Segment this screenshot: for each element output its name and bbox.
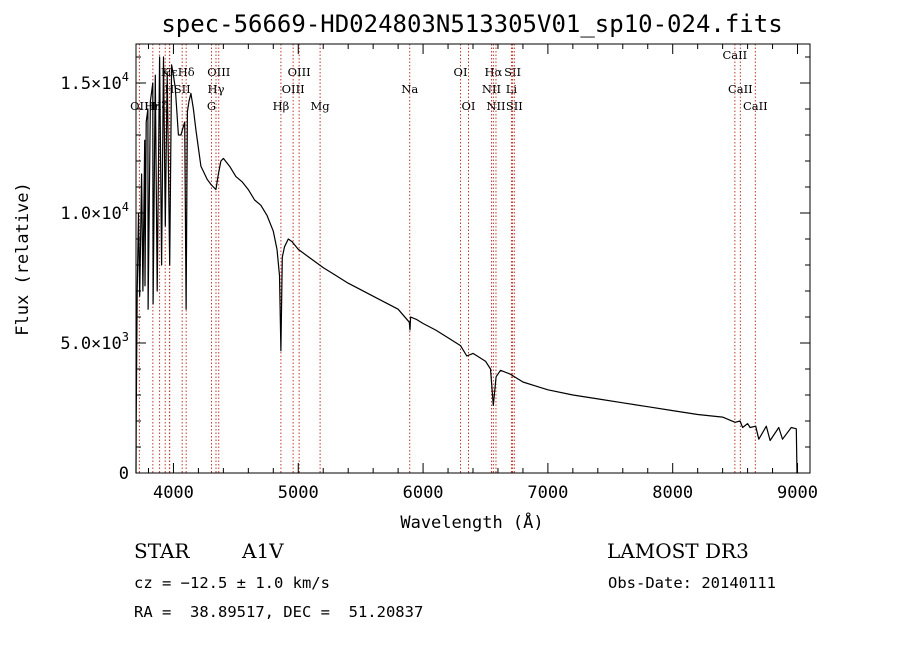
line-label-10: G xyxy=(207,99,216,113)
line-label-3: Hδ xyxy=(178,65,195,79)
x-tick-label-1: 5000 xyxy=(278,483,319,503)
line-label-19: NII xyxy=(482,82,501,96)
object-class: STAR xyxy=(134,539,190,563)
chart-title: spec-56669-HD024803N513305V01_sp10-024.f… xyxy=(161,10,782,38)
y-tick-label-1: 5.0×103 xyxy=(60,330,129,354)
line-label-18: Hα xyxy=(484,65,502,79)
line-label-25: CaII xyxy=(722,48,747,62)
line-label-2: K xyxy=(161,65,170,79)
line-label-11: OIII xyxy=(288,65,311,79)
line-label-15: Na xyxy=(401,82,418,96)
line-label-14: Mg xyxy=(311,99,331,113)
y-axis-label: Flux (relative) xyxy=(13,182,33,336)
y-axis: 0 5.0×103 1.0×104 1.5×104 xyxy=(60,56,810,484)
line-label-12: OIII xyxy=(282,82,305,96)
line-label-24: CaII xyxy=(728,82,753,96)
x-tick-label-0: 4000 xyxy=(153,483,194,503)
x-tick-label-2: 6000 xyxy=(403,483,444,503)
line-label-16: OI xyxy=(454,65,468,79)
line-label-17: OI xyxy=(462,99,476,113)
x-tick-label-3: 7000 xyxy=(527,483,568,503)
line-label-21: SII xyxy=(504,65,521,79)
line-label-4: OII xyxy=(130,99,149,113)
x-axis-label: Wavelength (Å) xyxy=(400,511,543,533)
line-label-13: Hβ xyxy=(273,99,290,113)
line-label-8: OIII xyxy=(207,65,230,79)
flux-series-line xyxy=(135,56,798,474)
object-subclass: A1V xyxy=(242,539,284,563)
line-label-23: SII xyxy=(506,99,523,113)
redshift-cz: cz = −12.5 ± 1.0 km/s xyxy=(134,574,330,592)
line-label-9: Hγ xyxy=(208,82,225,96)
line-label-7: SII xyxy=(174,82,191,96)
x-tick-label-4: 8000 xyxy=(652,483,693,503)
line-label-22: Li xyxy=(506,82,518,96)
y-tick-label-2: 1.0×104 xyxy=(60,200,129,224)
survey-name: LAMOST DR3 xyxy=(607,539,749,563)
x-axis: 4000 5000 6000 7000 8000 9000 xyxy=(147,44,818,503)
line-label-26: CaII xyxy=(743,99,768,113)
line-label-1: H xyxy=(164,82,174,96)
x-tick-label-5: 9000 xyxy=(777,483,818,503)
y-tick-label-3: 1.5×104 xyxy=(60,70,129,94)
coordinates: RA = 38.89517, DEC = 51.20837 xyxy=(134,603,424,621)
y-tick-label-0: 0 xyxy=(119,464,129,484)
observation-date: Obs-Date: 20140111 xyxy=(608,574,776,592)
line-label-20: NII xyxy=(486,99,505,113)
